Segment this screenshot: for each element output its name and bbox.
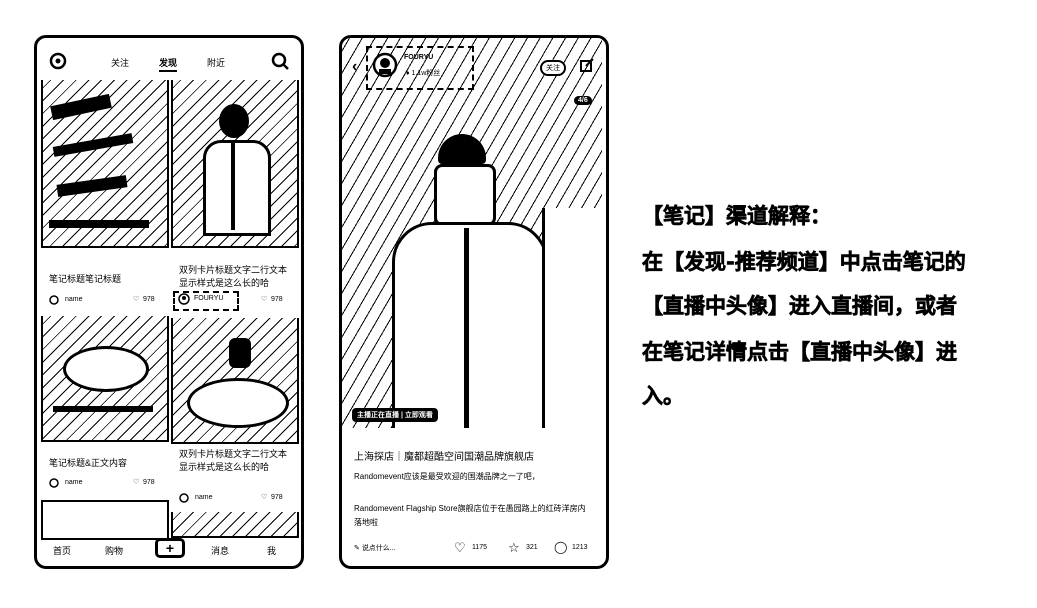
note-card-author[interactable]: FOURYU xyxy=(194,295,224,302)
note-body-2: Randomevent Flagship Store旗舰店位于在愚园路上的红砖洋… xyxy=(354,504,586,527)
comment-count: 1213 xyxy=(572,544,588,551)
like-count: 1175 xyxy=(472,544,488,551)
tab-nearby[interactable]: 附近 xyxy=(207,58,226,68)
note-card-author[interactable]: name xyxy=(65,479,83,486)
avatar[interactable] xyxy=(49,295,59,305)
note-detail-screen: ‹ FOURYU ♦ 1.1w粉丝 关注 4/6 主播正在直播 | 立即观看 上… xyxy=(339,35,609,569)
note-card-title[interactable]: 双列卡片标题文字二行文本显示样式是这么长的哈 xyxy=(179,449,288,472)
note-detail-image[interactable] xyxy=(342,38,602,428)
note-card-image[interactable] xyxy=(41,80,169,248)
page-indicator: 4/6 xyxy=(574,96,592,105)
explanation-line: 入。 xyxy=(642,384,685,409)
search-icon[interactable] xyxy=(271,52,289,70)
note-card-title[interactable]: 笔记标题笔记标题 xyxy=(49,274,122,284)
like-icon[interactable]: ♡ xyxy=(261,296,268,303)
note-card-image[interactable] xyxy=(171,318,299,444)
follow-button[interactable]: 关注 xyxy=(540,60,566,76)
note-card-image[interactable] xyxy=(41,316,169,442)
camera-icon[interactable] xyxy=(49,52,67,70)
tab-following[interactable]: 关注 xyxy=(111,58,130,68)
note-title: 上海探店｜魔都超酷空间国潮品牌旗舰店 xyxy=(354,452,534,463)
nav-shopping[interactable]: 购物 xyxy=(105,546,124,556)
back-icon[interactable]: ‹ xyxy=(352,58,358,75)
note-card-image[interactable] xyxy=(171,512,299,538)
like-icon[interactable]: ♡ xyxy=(454,540,466,555)
comment-input[interactable]: ✎ 说点什么... xyxy=(354,545,396,552)
live-avatar-highlight xyxy=(366,46,474,90)
nav-me[interactable]: 我 xyxy=(267,546,277,556)
share-icon[interactable] xyxy=(580,58,594,72)
note-card-image[interactable] xyxy=(41,500,169,540)
note-card-likes: 978 xyxy=(271,296,283,303)
live-avatar-highlight xyxy=(173,291,239,311)
note-card-likes: 978 xyxy=(271,494,283,501)
note-body-1: Randomevent应该是最受欢迎的国潮品牌之一了吧， xyxy=(354,472,540,481)
explanation-line: 【直播中头像】进入直播间，或者 xyxy=(642,294,958,319)
author-subtitle: ♦ 1.1w粉丝 xyxy=(406,70,441,77)
explanation-heading: 【笔记】渠道解释： xyxy=(642,204,832,229)
like-icon[interactable]: ♡ xyxy=(261,494,268,501)
avatar[interactable] xyxy=(179,493,189,503)
note-card-image[interactable] xyxy=(171,80,299,248)
note-card-title[interactable]: 双列卡片标题文字二行文本显示样式是这么长的哈 xyxy=(179,265,288,288)
note-card-likes: 978 xyxy=(143,479,155,486)
nav-home[interactable]: 首页 xyxy=(53,546,72,556)
note-card-author[interactable]: name xyxy=(65,296,83,303)
add-note-button[interactable]: + xyxy=(155,538,185,558)
live-avatar[interactable] xyxy=(178,293,190,305)
live-badge[interactable]: 主播正在直播 | 立即观看 xyxy=(352,408,438,422)
like-icon[interactable]: ♡ xyxy=(133,479,140,486)
discover-feed-screen: 关注 发现 附近 笔记标题笔记标题 name ♡ 978 双列卡片标题文字二行文… xyxy=(34,35,304,569)
explanation-line: 在【发现-推荐频道】中点击笔记的 xyxy=(642,250,966,275)
author-name[interactable]: FOURYU xyxy=(404,54,434,61)
like-icon[interactable]: ♡ xyxy=(133,296,140,303)
star-count: 321 xyxy=(526,544,538,551)
comment-placeholder: 说点什么... xyxy=(361,545,396,552)
tab-discover[interactable]: 发现 xyxy=(159,56,178,72)
live-avatar[interactable] xyxy=(372,52,398,78)
note-card-author[interactable]: name xyxy=(195,494,213,501)
comment-icon[interactable]: ◯ xyxy=(554,540,568,554)
note-card-title[interactable]: 笔记标题&正文内容 xyxy=(49,458,128,468)
note-card-likes: 978 xyxy=(143,296,155,303)
avatar[interactable] xyxy=(49,478,59,488)
explanation-line: 在笔记详情点击【直播中头像】进 xyxy=(642,340,958,365)
nav-messages[interactable]: 消息 xyxy=(211,546,230,556)
star-icon[interactable]: ☆ xyxy=(508,540,520,555)
